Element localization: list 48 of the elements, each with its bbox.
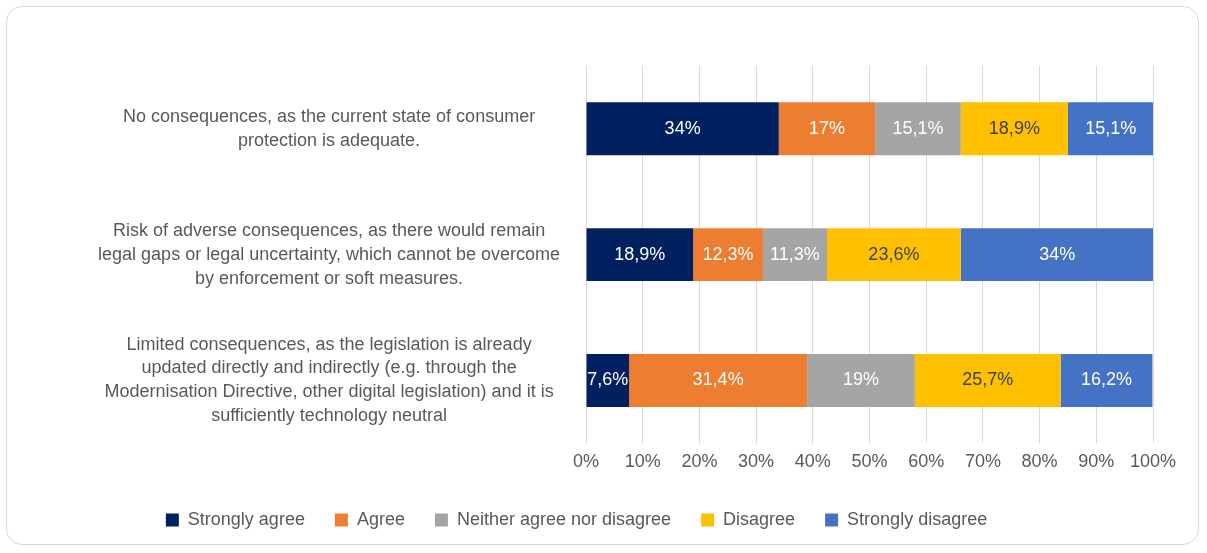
bar — [762, 228, 827, 282]
y-tick-label: Limited consequences, as the legislation is already updated directly and indirectly (e.g. through the Modernisation Directive, other digital legislation) and it is sufficiently technology neutral — [104, 333, 554, 426]
legend-label: Strongly disagree — [847, 508, 988, 529]
bar — [960, 102, 1068, 156]
x-tick-label: 70% — [964, 451, 1001, 472]
x-tick-label: 90% — [1078, 451, 1115, 472]
bar — [778, 102, 876, 156]
data-label: 11,3% — [770, 243, 820, 264]
x-tick-label: 40% — [794, 451, 831, 472]
legend-label: Neither agree nor disagree — [456, 508, 672, 529]
bar — [586, 228, 694, 282]
data-label: 19% — [842, 369, 880, 390]
x-tick-label: 0% — [572, 451, 600, 472]
legend-label: Disagree — [723, 508, 796, 529]
x-tick-label: 50% — [851, 451, 888, 472]
bar — [1067, 102, 1153, 156]
data-label: 18,9% — [614, 243, 666, 264]
bar — [875, 102, 961, 156]
bar — [586, 102, 779, 156]
bar — [826, 228, 961, 282]
legend-label: Strongly agree — [187, 508, 305, 529]
x-tick-label: 100% — [1129, 451, 1177, 472]
data-label: 17% — [808, 117, 845, 138]
data-label: 15,1% — [892, 117, 944, 138]
data-label: 31,4% — [692, 369, 744, 390]
data-label: 25,7% — [962, 369, 1014, 390]
legend-label: Agree — [356, 508, 405, 529]
bar — [807, 354, 915, 407]
x-tick-label: 10% — [624, 451, 661, 472]
data-label: 16,2% — [1080, 369, 1133, 390]
data-label: 23,6% — [868, 243, 920, 264]
x-tick-label: 20% — [681, 451, 718, 472]
data-label: 15,1% — [1085, 117, 1137, 138]
x-tick-label: 60% — [908, 451, 945, 472]
bar — [1060, 354, 1153, 407]
y-tick-label: Risk of adverse consequences, as there would remain legal gaps or legal uncertainty, which cannot be overcome by enforcement or soft measures. — [98, 219, 560, 288]
bar — [693, 228, 763, 282]
y-tick-label: No consequences, as the current state of consumer protection is adequate. — [122, 105, 536, 150]
x-tick-label: 30% — [738, 451, 775, 472]
data-label: 34% — [664, 117, 701, 138]
bar — [960, 228, 1153, 282]
bar — [914, 354, 1061, 407]
data-label: 18,9% — [988, 117, 1040, 138]
data-label: 34% — [1039, 243, 1076, 264]
data-label: 12,3% — [702, 243, 754, 264]
bar — [629, 354, 808, 407]
x-tick-label: 80% — [1021, 451, 1058, 472]
data-label: 7,6% — [587, 369, 629, 390]
